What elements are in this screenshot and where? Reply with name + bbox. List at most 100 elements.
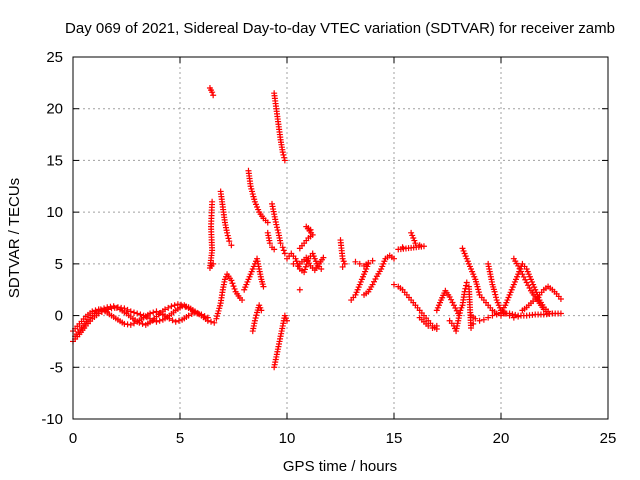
y-tick-label: 20 bbox=[46, 101, 63, 118]
data-point bbox=[474, 283, 481, 290]
data-point-fill bbox=[113, 304, 120, 311]
data-point bbox=[506, 310, 513, 317]
data-point bbox=[279, 244, 286, 251]
data-point bbox=[260, 283, 267, 290]
data-point-fill bbox=[231, 285, 238, 292]
data-point bbox=[258, 307, 265, 314]
data-point-fill bbox=[525, 282, 532, 289]
data-point-fill bbox=[526, 284, 533, 291]
series-arc-17h bbox=[433, 287, 462, 317]
data-point bbox=[279, 149, 286, 156]
x-tick-label: 20 bbox=[493, 430, 510, 447]
series-arc-14h bbox=[361, 252, 397, 298]
data-point bbox=[290, 260, 297, 267]
data-point-fill bbox=[280, 247, 287, 254]
series-arc-13h-b bbox=[352, 257, 376, 269]
x-tick-label: 5 bbox=[176, 430, 184, 447]
data-point bbox=[450, 302, 457, 309]
data-markers bbox=[70, 85, 564, 371]
data-point-fill bbox=[448, 296, 455, 303]
data-point bbox=[209, 89, 216, 96]
chart-title: Day 069 of 2021, Sidereal Day-to-day VTE… bbox=[65, 20, 615, 37]
y-tick-label: 15 bbox=[46, 152, 63, 169]
series-arc-7h-upper bbox=[217, 188, 235, 249]
data-point bbox=[273, 221, 280, 228]
y-axis-label: SDTVAR / TECUs bbox=[6, 178, 23, 298]
data-point-fill bbox=[171, 302, 178, 309]
series-points-18h bbox=[446, 279, 477, 335]
data-point bbox=[185, 312, 192, 319]
data-point bbox=[281, 157, 288, 164]
data-point bbox=[468, 324, 475, 331]
data-point-fill bbox=[137, 311, 144, 318]
data-point-fill bbox=[124, 306, 131, 313]
data-point bbox=[429, 324, 436, 331]
data-point-fill bbox=[253, 312, 260, 319]
y-tick-label: 5 bbox=[55, 256, 63, 273]
data-point bbox=[493, 311, 500, 318]
series-arc-15h bbox=[391, 281, 440, 333]
data-point bbox=[356, 260, 363, 267]
series-arc-22h-high bbox=[510, 255, 552, 317]
data-point bbox=[162, 306, 169, 313]
plot-frame bbox=[72, 56, 609, 420]
series-arc-15h-upper bbox=[395, 229, 427, 253]
data-point-fill bbox=[208, 318, 215, 325]
series-arc-9h-mid bbox=[269, 200, 288, 257]
data-point-fill bbox=[371, 278, 378, 285]
data-point bbox=[395, 246, 402, 253]
data-point-fill bbox=[156, 317, 163, 324]
data-point bbox=[110, 303, 117, 310]
data-point bbox=[210, 92, 217, 99]
series-arc-8h-mid bbox=[241, 255, 267, 293]
series-arc-19h bbox=[485, 260, 522, 321]
y-tick-label: -10 bbox=[41, 411, 63, 428]
data-point bbox=[318, 266, 325, 273]
series-arc-16h-low bbox=[416, 314, 440, 331]
data-point bbox=[198, 311, 205, 318]
data-point bbox=[251, 317, 258, 324]
data-point-fill bbox=[301, 266, 308, 273]
data-point-fill bbox=[281, 154, 288, 161]
x-tick-label: 0 bbox=[69, 430, 77, 447]
data-point-fill bbox=[492, 291, 499, 298]
data-point bbox=[365, 259, 372, 266]
series-arc-10h-c bbox=[296, 223, 316, 252]
data-point bbox=[307, 226, 314, 233]
data-point bbox=[284, 317, 290, 324]
x-tick-label: 25 bbox=[600, 430, 617, 447]
data-point bbox=[226, 238, 233, 245]
data-point bbox=[557, 296, 564, 303]
data-point-fill bbox=[252, 314, 259, 321]
data-point bbox=[211, 319, 218, 326]
data-point-fill bbox=[169, 317, 176, 324]
series-arc-early-2 bbox=[70, 306, 211, 335]
data-point bbox=[391, 281, 397, 288]
data-point bbox=[399, 244, 406, 251]
data-point-fill bbox=[139, 320, 146, 327]
data-point-fill bbox=[520, 273, 527, 280]
x-tick-label: 15 bbox=[386, 430, 403, 447]
data-point bbox=[228, 242, 235, 249]
data-point-fill bbox=[130, 309, 137, 316]
series-arc-9h-left bbox=[264, 229, 278, 253]
data-point-fill bbox=[302, 263, 309, 270]
series-arc-10h-b bbox=[290, 254, 327, 274]
data-point bbox=[166, 315, 173, 322]
data-point bbox=[485, 314, 492, 321]
data-point bbox=[480, 316, 487, 323]
data-point bbox=[266, 240, 273, 247]
data-point bbox=[172, 318, 179, 325]
y-tick-label: 10 bbox=[46, 204, 63, 221]
series-arc-6h-high bbox=[206, 85, 217, 99]
data-point-fill bbox=[372, 276, 379, 283]
axis-ticks: 0 5 10 15 20 25 -10 -5 0 5 10 15 20 25 bbox=[41, 49, 616, 447]
data-point bbox=[296, 286, 303, 293]
data-point-fill bbox=[201, 313, 208, 320]
data-point-fill bbox=[130, 320, 137, 327]
series-arc-6h-mid bbox=[206, 198, 217, 271]
data-point bbox=[153, 308, 160, 315]
data-point-fill bbox=[188, 311, 195, 318]
x-tick-label: 10 bbox=[279, 430, 296, 447]
